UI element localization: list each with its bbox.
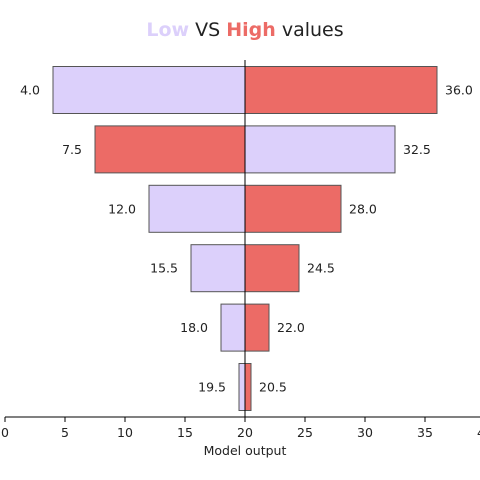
bar-left-1 bbox=[52, 66, 246, 114]
bar-right-4 bbox=[244, 244, 300, 293]
value-label-left-6: 19.5 bbox=[198, 380, 226, 395]
bar-right-2 bbox=[244, 125, 396, 174]
value-label-right-2: 32.5 bbox=[403, 142, 431, 157]
bars-group bbox=[52, 66, 438, 411]
value-label-left-3: 12.0 bbox=[108, 201, 136, 216]
bar-left-5 bbox=[220, 303, 246, 352]
x-tick-label-20: 20 bbox=[237, 425, 253, 440]
title-vs-word: VS bbox=[189, 19, 226, 41]
bar-left-6 bbox=[238, 363, 246, 411]
title-suffix: values bbox=[276, 19, 344, 41]
chart-title: Low VS High values bbox=[146, 19, 343, 41]
bar-left-2 bbox=[94, 125, 246, 174]
value-label-left-4: 15.5 bbox=[150, 261, 178, 276]
value-label-right-1: 36.0 bbox=[445, 83, 473, 98]
x-tick-label-30: 30 bbox=[357, 425, 373, 440]
x-tick-label-5: 5 bbox=[61, 425, 69, 440]
value-label-left-5: 18.0 bbox=[180, 320, 208, 335]
value-label-right-5: 22.0 bbox=[277, 320, 305, 335]
bar-left-4 bbox=[190, 244, 246, 293]
value-label-right-6: 20.5 bbox=[259, 380, 287, 395]
title-low-word: Low bbox=[146, 19, 189, 41]
x-axis-label: Model output bbox=[204, 443, 287, 458]
value-label-right-4: 24.5 bbox=[307, 261, 335, 276]
x-tick-label-0: 0 bbox=[1, 425, 9, 440]
title-high-word: High bbox=[226, 19, 276, 41]
value-label-right-3: 28.0 bbox=[349, 201, 377, 216]
value-label-left-2: 7.5 bbox=[62, 142, 82, 157]
value-labels-group: 4.0 36.0 7.5 32.5 12.0 28.0 15.5 24.5 18.0 22.0 19… bbox=[20, 83, 473, 395]
value-label-left-1: 4.0 bbox=[20, 83, 40, 98]
bar-right-5 bbox=[244, 303, 270, 352]
x-tick-label-10: 10 bbox=[117, 425, 133, 440]
x-axis: 0 5 10 15 20 25 30 35 40 bbox=[1, 416, 480, 440]
x-tick-label-35: 35 bbox=[417, 425, 433, 440]
x-tick-label-40: 40 bbox=[477, 425, 480, 440]
bar-right-3 bbox=[244, 184, 342, 233]
x-tick-label-25: 25 bbox=[297, 425, 313, 440]
bar-right-6 bbox=[244, 363, 252, 411]
bar-left-3 bbox=[148, 184, 246, 233]
bar-right-1 bbox=[244, 66, 438, 114]
x-tick-label-15: 15 bbox=[177, 425, 193, 440]
